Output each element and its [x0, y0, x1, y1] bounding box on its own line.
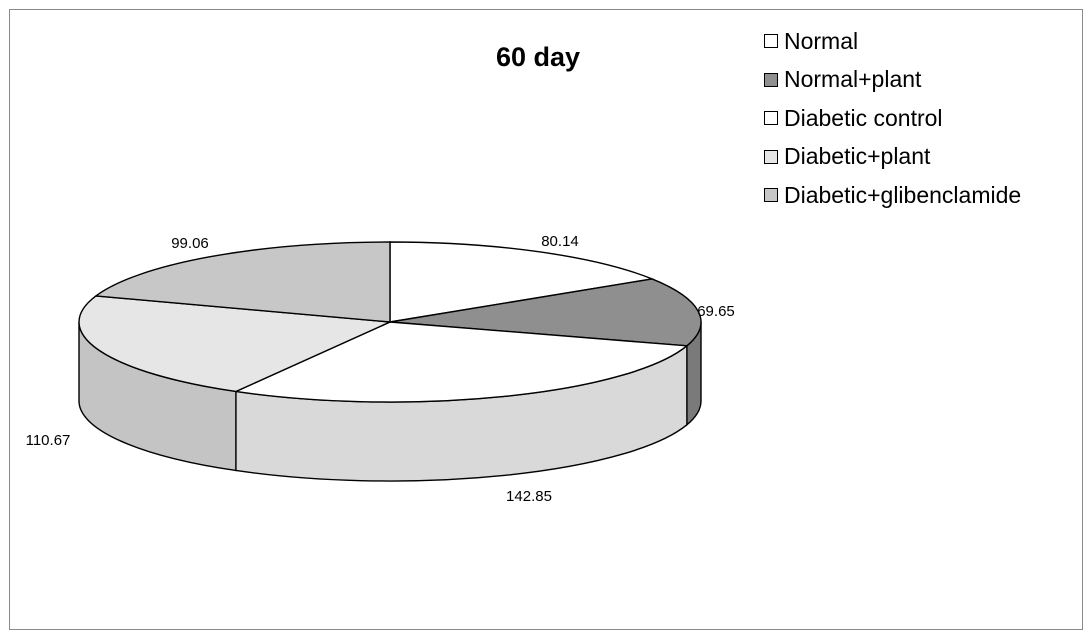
legend-item-normal-plant: Normal+plant: [764, 61, 1021, 100]
slice-diabetic-plant-label: 110.67: [26, 432, 71, 449]
legend-label: Diabetic+glibenclamide: [784, 181, 1022, 208]
legend-swatch: [764, 72, 778, 87]
slice-normal-label: 80.14: [541, 233, 579, 250]
legend: Normal Normal+plant Diabetic control Dia…: [764, 22, 1021, 215]
slice-diabetic-glibenclamide-label: 99.06: [171, 235, 209, 252]
legend-item-normal: Normal: [764, 22, 1021, 61]
legend-label: Diabetic control: [784, 104, 943, 131]
slice-normal: [389, 241, 655, 323]
slice-diabetic-control: [233, 321, 689, 403]
data-labels: 80.14 69.65 142.85 110.67 99.06: [26, 233, 735, 505]
legend-swatch: [764, 188, 778, 203]
pie-top: [78, 241, 702, 403]
slice-normal-plant: [389, 278, 702, 347]
legend-swatch: [764, 111, 778, 126]
legend-item-diabetic-plant: Diabetic+plant: [764, 138, 1021, 177]
slice-diabetic-glibenclamide: [94, 241, 391, 323]
legend-label: Normal: [784, 27, 859, 54]
legend-item-diabetic-control: Diabetic control: [764, 99, 1021, 138]
legend-swatch: [764, 149, 778, 164]
slice-normal-plant-label: 69.65: [697, 303, 735, 320]
slice-diabetic-plant: [78, 295, 393, 393]
slice-diabetic-control-label: 142.85: [506, 488, 552, 505]
chart-title: 60 day: [496, 42, 581, 72]
legend-item-diabetic-glibenclamide: Diabetic+glibenclamide: [764, 176, 1021, 215]
legend-label: Diabetic+plant: [784, 143, 931, 170]
legend-swatch: [764, 34, 778, 49]
legend-label: Normal+plant: [784, 66, 922, 93]
